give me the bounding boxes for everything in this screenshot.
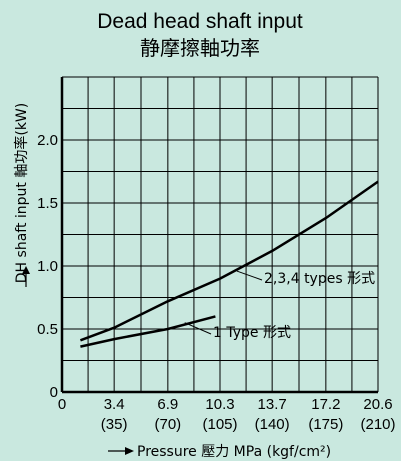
x-tick-label: 10.3 <box>205 396 234 413</box>
chart-subtitle: 静摩擦軸功率 <box>140 36 260 60</box>
x-tick-label: 20.6 <box>363 396 392 413</box>
series-label: 1 Type 形式 <box>213 325 291 341</box>
x-tick-sublabel: (70) <box>155 416 182 433</box>
x-tick-label: 3.4 <box>104 396 125 413</box>
series-label: 2,3,4 types 形式 <box>264 271 375 287</box>
x-tick-label: 17.2 <box>311 396 340 413</box>
y-tick-label: 0 <box>50 384 58 401</box>
series-label-leader <box>184 322 212 335</box>
x-tick-sublabel: (105) <box>202 416 237 433</box>
y-tick-label: 2.0 <box>37 132 58 149</box>
series-label-leader <box>236 270 263 281</box>
y-tick-label: 0.5 <box>37 321 58 338</box>
x-tick-sublabel: (35) <box>101 416 128 433</box>
x-axis-label: Pressure 壓力 MPa (kgf/cm²) <box>137 444 331 460</box>
series-line <box>80 315 216 348</box>
y-axis-label: DH shaft input 軸功率(kW) <box>13 103 30 283</box>
x-axis-arrowhead <box>125 447 134 455</box>
chart-title: Dead head shaft input <box>97 10 303 33</box>
x-tick-label: 6.9 <box>157 396 178 413</box>
x-tick-sublabel: (210) <box>360 416 395 433</box>
y-tick-label: 1.0 <box>37 258 58 275</box>
plot-area <box>60 76 379 394</box>
y-tick-label: 1.5 <box>37 195 58 212</box>
y-axis-arrowhead <box>22 266 30 274</box>
x-tick-label: 13.7 <box>258 396 287 413</box>
series-line <box>79 180 379 342</box>
x-tick-sublabel: (175) <box>308 416 343 433</box>
x-tick-sublabel: (140) <box>255 416 290 433</box>
x-tick-label: 0 <box>58 396 66 413</box>
